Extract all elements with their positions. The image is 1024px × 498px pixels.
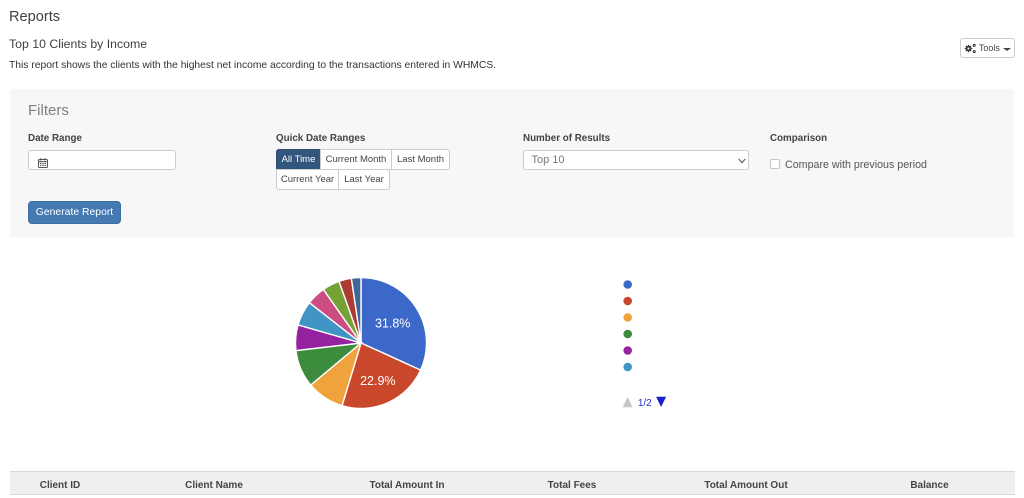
svg-text:31.8%: 31.8%	[375, 316, 410, 330]
svg-text:22.9%: 22.9%	[360, 374, 395, 388]
svg-text:1/2: 1/2	[638, 398, 652, 409]
